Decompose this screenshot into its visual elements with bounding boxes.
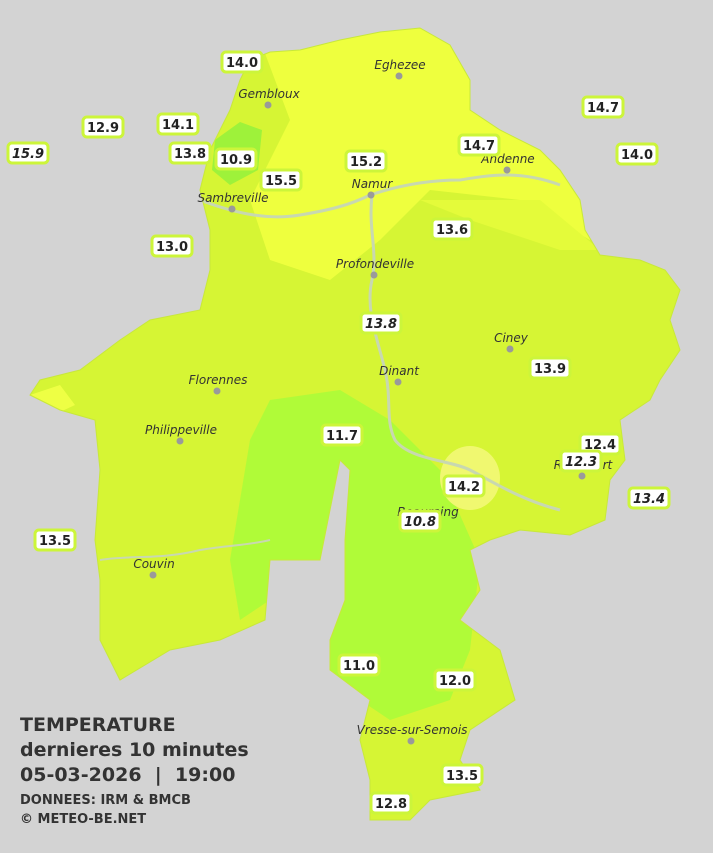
station-box xyxy=(369,791,413,815)
city-name: Vresse-sur-Semois xyxy=(357,723,468,737)
station-value: 13.4 xyxy=(633,492,665,507)
city-name: Philippeville xyxy=(145,423,217,437)
city-dot xyxy=(213,387,221,395)
station-value: 13.9 xyxy=(534,362,566,377)
station-value: 13.6 xyxy=(436,223,468,238)
city-name: Namur xyxy=(352,177,394,191)
station-value: 12.3 xyxy=(565,455,597,470)
station-value: 15.5 xyxy=(265,174,297,189)
river xyxy=(368,194,561,512)
station-box xyxy=(442,474,486,498)
station-value: 11.7 xyxy=(326,429,358,444)
station-box xyxy=(214,147,258,171)
station-box xyxy=(430,217,474,241)
station-value: 14.7 xyxy=(587,101,619,116)
station-box xyxy=(627,486,671,510)
city-name: Florennes xyxy=(189,373,248,387)
station-box xyxy=(150,234,194,258)
city-dot xyxy=(503,166,511,174)
city-name: Couvin xyxy=(133,557,174,571)
station-value: 10.9 xyxy=(220,153,252,168)
zone xyxy=(420,200,600,250)
station-box xyxy=(81,115,125,139)
legend: TEMPERATURE dernieres 10 minutes 05-03-2… xyxy=(20,714,249,827)
station-box xyxy=(398,509,442,533)
legend-title: TEMPERATURE xyxy=(20,714,176,736)
station-box xyxy=(168,141,212,165)
station-value: 14.0 xyxy=(621,148,653,163)
city-name: Profondeville xyxy=(336,257,414,271)
station-value: 12.4 xyxy=(584,438,616,453)
station-value: 10.8 xyxy=(404,515,436,530)
station-box xyxy=(433,668,477,692)
station-value: 15.2 xyxy=(350,155,382,170)
city-name: Dinant xyxy=(379,364,420,378)
legend-source: DONNEES: IRM & BMCB xyxy=(20,793,191,808)
station-box xyxy=(320,423,364,447)
station-value: 13.5 xyxy=(39,534,71,549)
zone-cool xyxy=(230,390,480,720)
city-dot xyxy=(395,72,403,80)
station-box xyxy=(259,168,303,192)
city-name: Eghezee xyxy=(374,58,425,72)
legend-datetime: 05-03-2026 | 19:00 xyxy=(20,764,235,786)
city-dot xyxy=(264,101,272,109)
station-box xyxy=(440,763,484,787)
station-box xyxy=(615,142,659,166)
station-value: 13.8 xyxy=(365,317,397,332)
station-box xyxy=(344,149,388,173)
legend-subtitle: dernieres 10 minutes xyxy=(20,739,249,761)
station-box xyxy=(156,112,200,136)
station-box xyxy=(337,653,381,677)
city-dot xyxy=(228,205,236,213)
station-box xyxy=(220,50,264,74)
station-value: 13.8 xyxy=(174,147,206,162)
city-dot xyxy=(176,437,184,445)
station-value: 14.1 xyxy=(162,118,194,133)
station-box xyxy=(559,449,603,473)
station-box xyxy=(6,141,50,165)
station-box xyxy=(581,95,625,119)
legend-copyright: © METEO-BE.NET xyxy=(20,812,146,827)
station-box xyxy=(33,528,77,552)
station-value: 15.9 xyxy=(12,147,44,162)
city-name: Ciney xyxy=(494,331,529,345)
station-value: 14.0 xyxy=(226,56,258,71)
river xyxy=(99,539,271,561)
stations: 14.0 12.9 14.1 15.9 13.8 10.9 15.5 15.2 14.7 14.7… xyxy=(6,50,671,815)
city-dot xyxy=(149,571,157,579)
station-value: 12.9 xyxy=(87,121,119,136)
city-dot xyxy=(394,378,402,386)
station-value: 13.5 xyxy=(446,769,478,784)
station-value: 14.7 xyxy=(463,139,495,154)
station-value: 14.2 xyxy=(448,480,480,495)
station-value: 12.0 xyxy=(439,674,471,689)
station-value: 13.0 xyxy=(156,240,188,255)
city-name: Gembloux xyxy=(238,87,300,101)
station-box xyxy=(457,133,501,157)
city-dot xyxy=(578,472,586,480)
zone-warm xyxy=(30,385,75,412)
station-value: 11.0 xyxy=(343,659,375,674)
city-dot xyxy=(370,271,378,279)
city-name: Sambreville xyxy=(197,191,268,205)
city-dot xyxy=(506,345,514,353)
station-box xyxy=(528,356,572,380)
city-dot xyxy=(367,191,375,199)
city-dot xyxy=(407,737,415,745)
station-value: 12.8 xyxy=(375,797,407,812)
station-box xyxy=(359,311,403,335)
